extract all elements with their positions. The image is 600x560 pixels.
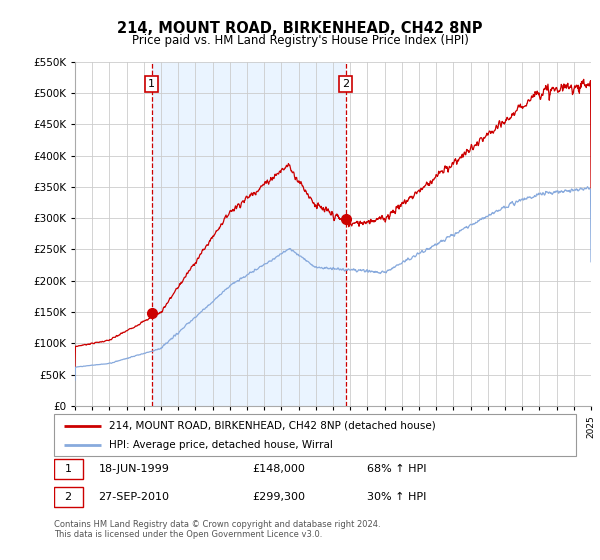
Text: 68% ↑ HPI: 68% ↑ HPI — [367, 464, 427, 474]
Text: Contains HM Land Registry data © Crown copyright and database right 2024.
This d: Contains HM Land Registry data © Crown c… — [54, 520, 380, 539]
Text: 214, MOUNT ROAD, BIRKENHEAD, CH42 8NP (detached house): 214, MOUNT ROAD, BIRKENHEAD, CH42 8NP (d… — [109, 421, 436, 431]
Text: £148,000: £148,000 — [253, 464, 305, 474]
FancyBboxPatch shape — [54, 414, 576, 456]
Text: 1: 1 — [65, 464, 71, 474]
Text: 27-SEP-2010: 27-SEP-2010 — [98, 492, 169, 502]
Text: 2: 2 — [65, 492, 71, 502]
Bar — [54, 459, 83, 479]
Text: 2: 2 — [342, 79, 349, 89]
Bar — [54, 487, 83, 507]
Bar — [152, 62, 346, 406]
Text: £299,300: £299,300 — [253, 492, 305, 502]
Text: 214, MOUNT ROAD, BIRKENHEAD, CH42 8NP: 214, MOUNT ROAD, BIRKENHEAD, CH42 8NP — [117, 21, 483, 36]
Text: 18-JUN-1999: 18-JUN-1999 — [98, 464, 169, 474]
Text: Price paid vs. HM Land Registry's House Price Index (HPI): Price paid vs. HM Land Registry's House … — [131, 34, 469, 46]
Text: 1: 1 — [148, 79, 155, 89]
Text: HPI: Average price, detached house, Wirral: HPI: Average price, detached house, Wirr… — [109, 440, 332, 450]
Text: 30% ↑ HPI: 30% ↑ HPI — [367, 492, 427, 502]
